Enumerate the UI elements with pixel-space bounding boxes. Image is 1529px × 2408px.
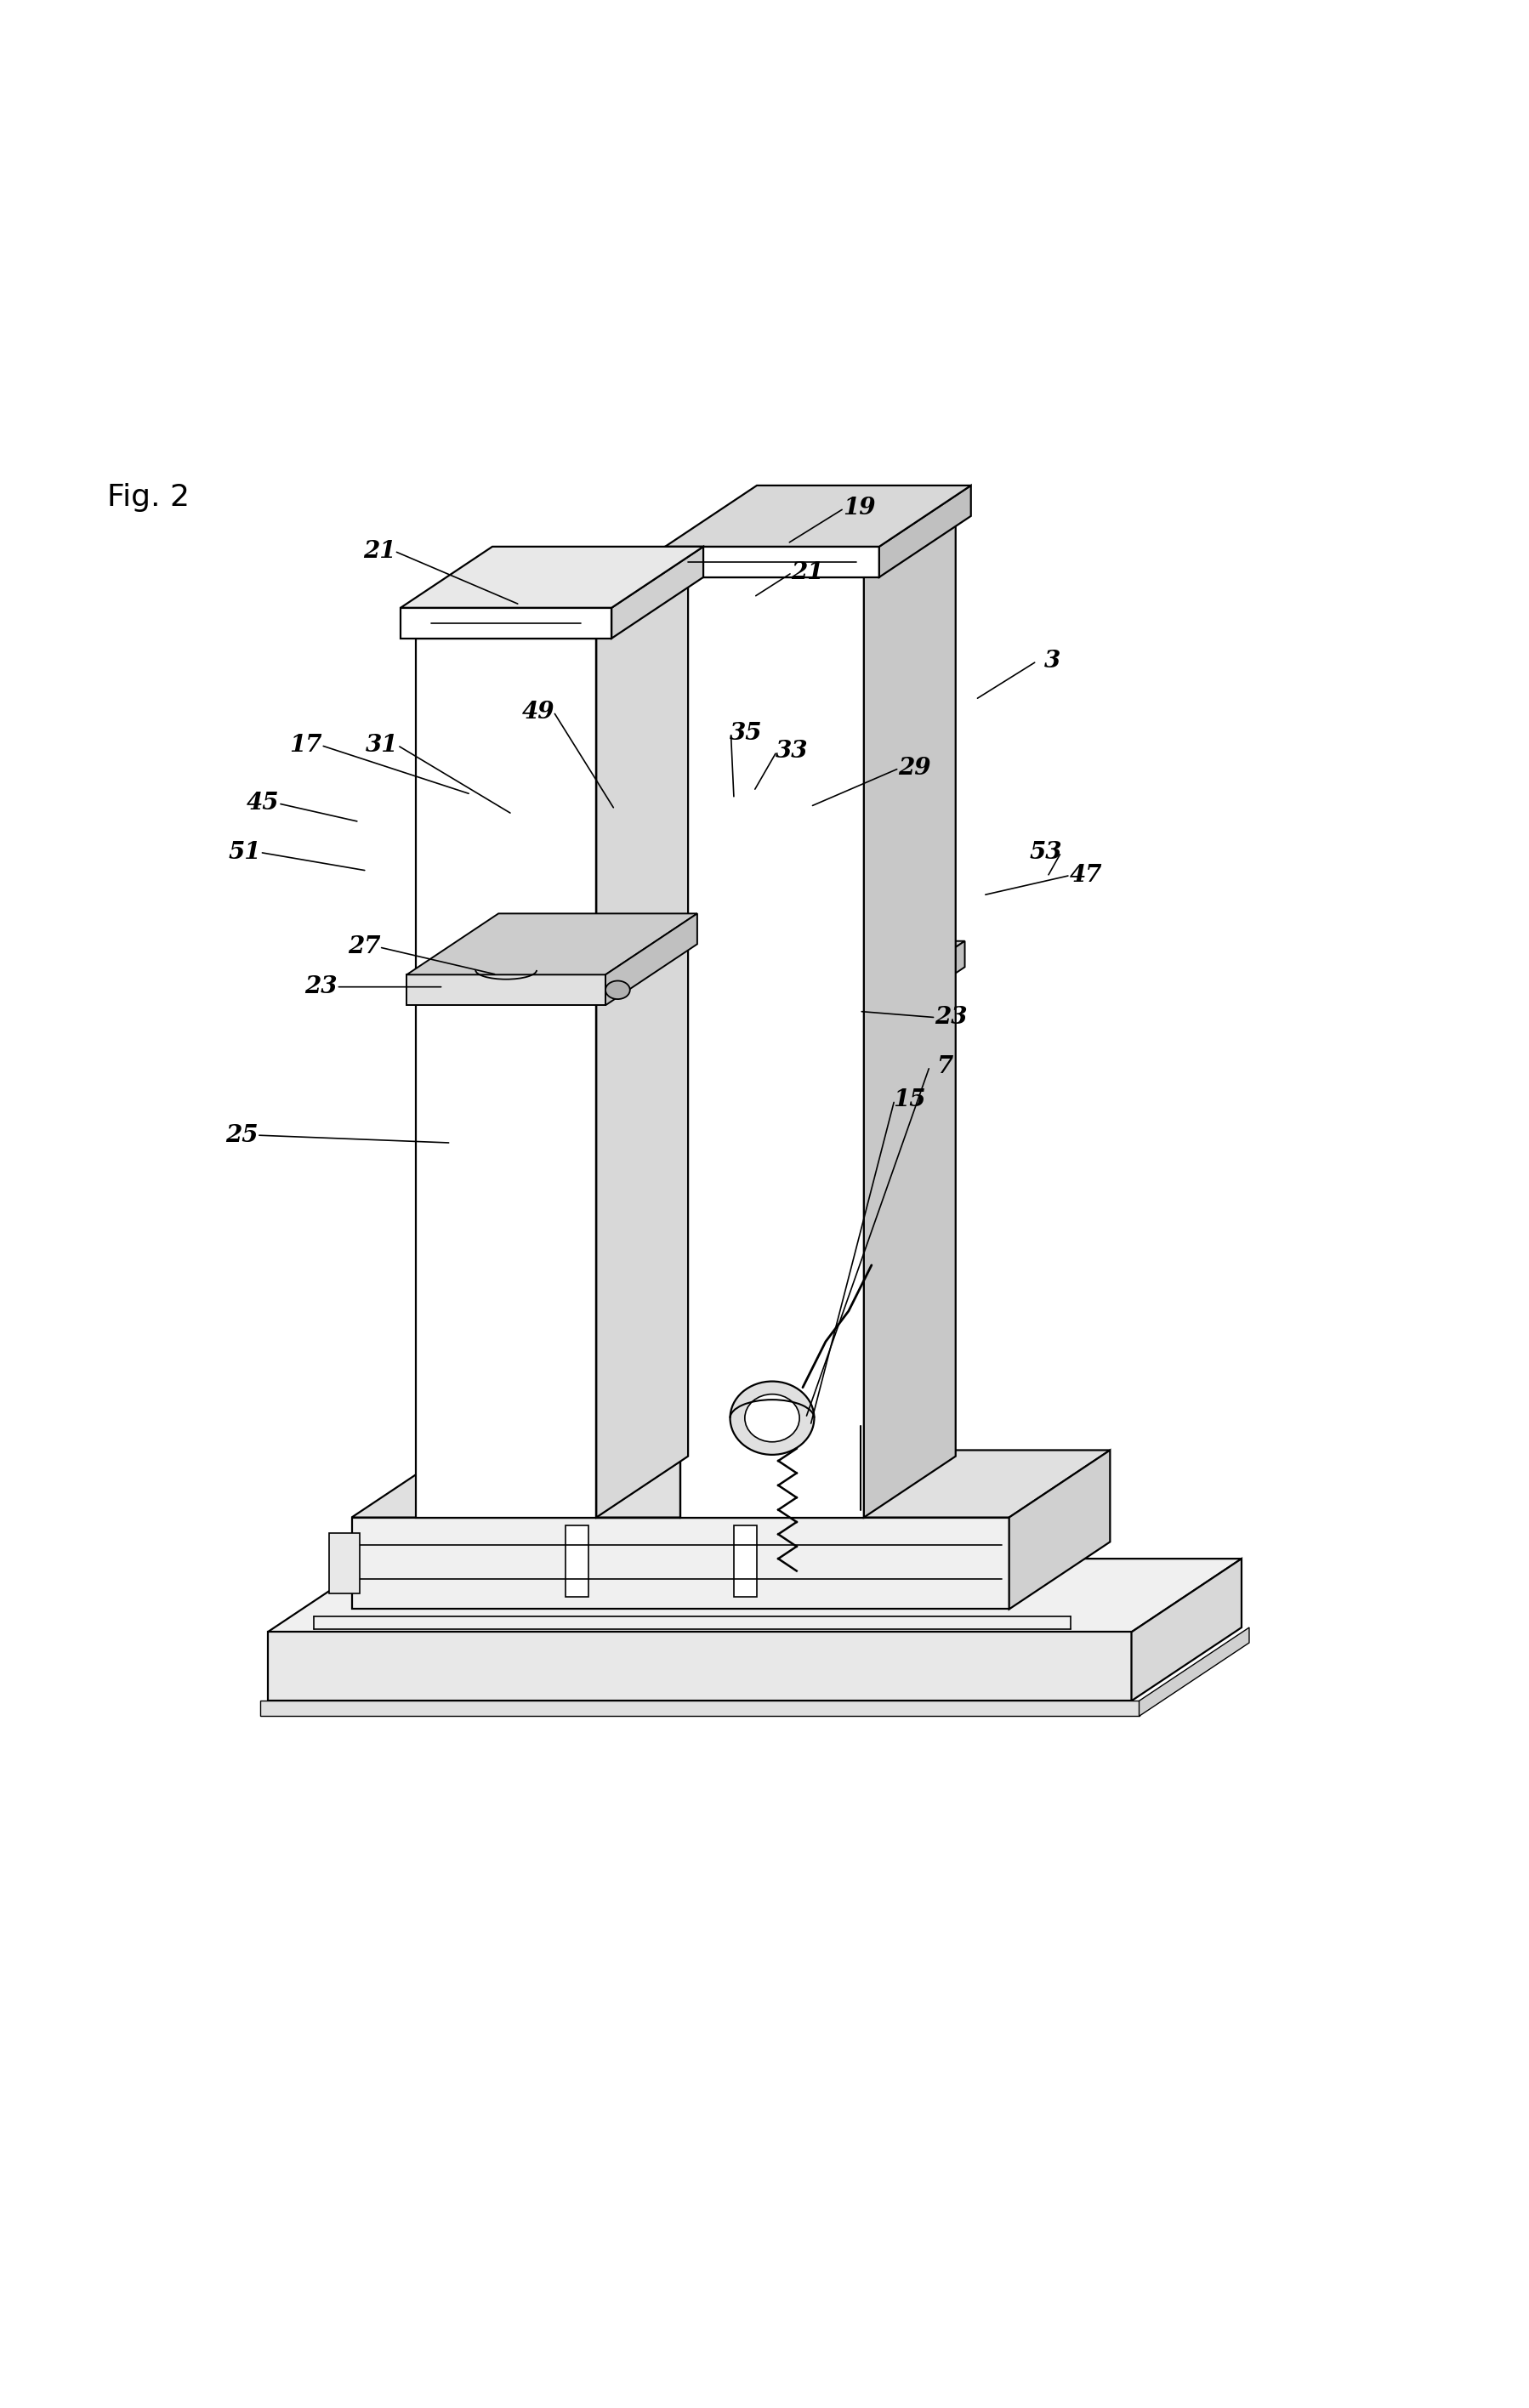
Polygon shape <box>329 1534 359 1594</box>
Polygon shape <box>671 1002 873 1028</box>
Polygon shape <box>864 515 956 1517</box>
Polygon shape <box>260 1700 1139 1717</box>
Ellipse shape <box>605 980 630 999</box>
Polygon shape <box>268 1633 1131 1700</box>
Text: 45: 45 <box>246 792 280 814</box>
Text: 31: 31 <box>365 734 399 756</box>
Ellipse shape <box>731 1382 813 1454</box>
Polygon shape <box>407 975 605 1004</box>
Polygon shape <box>596 578 688 1517</box>
Text: 15: 15 <box>893 1088 927 1112</box>
Polygon shape <box>873 942 965 1028</box>
Ellipse shape <box>745 1394 800 1442</box>
Text: 25: 25 <box>225 1125 258 1146</box>
Text: 7: 7 <box>937 1055 953 1079</box>
Text: 3: 3 <box>1044 650 1060 672</box>
Text: 33: 33 <box>775 739 809 763</box>
Polygon shape <box>352 1450 1110 1517</box>
Polygon shape <box>879 486 971 578</box>
Polygon shape <box>612 547 703 638</box>
Text: 19: 19 <box>842 496 876 520</box>
Polygon shape <box>352 1517 1009 1609</box>
Text: 27: 27 <box>347 937 381 958</box>
Text: 23: 23 <box>934 1007 968 1028</box>
Text: 23: 23 <box>304 975 338 999</box>
Polygon shape <box>1009 1450 1110 1609</box>
Text: 47: 47 <box>1069 864 1102 886</box>
Polygon shape <box>734 1524 757 1597</box>
Polygon shape <box>665 547 879 578</box>
Polygon shape <box>680 515 956 578</box>
Text: 53: 53 <box>1029 840 1063 864</box>
Text: 49: 49 <box>521 701 555 722</box>
Polygon shape <box>407 913 697 975</box>
Polygon shape <box>665 486 971 547</box>
Polygon shape <box>401 607 612 638</box>
Text: 35: 35 <box>729 722 763 744</box>
Polygon shape <box>680 578 864 1517</box>
Polygon shape <box>416 638 596 1517</box>
Polygon shape <box>605 913 697 1004</box>
Text: Fig. 2: Fig. 2 <box>107 484 190 513</box>
Text: 21: 21 <box>362 539 396 563</box>
Text: 21: 21 <box>790 561 824 585</box>
Polygon shape <box>268 1558 1242 1633</box>
Polygon shape <box>1131 1558 1242 1700</box>
Text: 51: 51 <box>228 840 261 864</box>
Polygon shape <box>566 1524 589 1597</box>
Text: 17: 17 <box>289 734 323 756</box>
Text: 29: 29 <box>898 756 931 780</box>
Polygon shape <box>401 547 703 607</box>
Polygon shape <box>416 578 688 638</box>
Polygon shape <box>671 942 965 1002</box>
Polygon shape <box>1139 1628 1249 1717</box>
